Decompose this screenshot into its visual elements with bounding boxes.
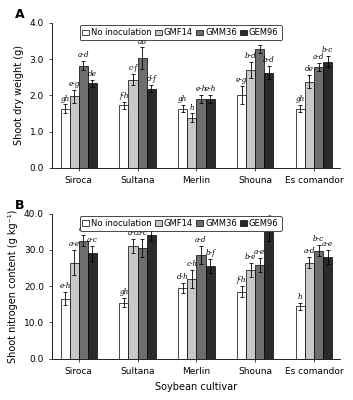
Text: h: h bbox=[190, 104, 194, 112]
Text: gh: gh bbox=[178, 95, 187, 103]
Text: a-c: a-c bbox=[87, 236, 98, 244]
Text: h: h bbox=[298, 293, 303, 301]
Text: c-f: c-f bbox=[128, 64, 138, 72]
Text: a-e: a-e bbox=[69, 240, 80, 248]
Text: gh: gh bbox=[119, 288, 128, 296]
Text: B: B bbox=[15, 199, 24, 212]
Bar bbox=[205, 99, 215, 168]
Y-axis label: Shoot dry weight (g): Shoot dry weight (g) bbox=[14, 45, 24, 145]
Y-axis label: Shoot nitrogen content (g kg⁻¹): Shoot nitrogen content (g kg⁻¹) bbox=[8, 210, 18, 363]
Text: a-c: a-c bbox=[137, 229, 148, 237]
Bar bbox=[196, 99, 205, 168]
Text: a: a bbox=[267, 213, 271, 221]
Text: gh: gh bbox=[296, 95, 305, 103]
Bar bbox=[323, 257, 332, 359]
Text: b-c: b-c bbox=[313, 235, 324, 243]
Text: b-e: b-e bbox=[245, 253, 256, 261]
Text: ab: ab bbox=[79, 226, 88, 234]
Text: gh: gh bbox=[60, 94, 70, 102]
Text: a: a bbox=[258, 35, 262, 43]
Bar bbox=[79, 241, 88, 359]
Text: ab: ab bbox=[138, 38, 146, 46]
Bar bbox=[128, 80, 138, 168]
Bar bbox=[61, 109, 70, 168]
Bar bbox=[178, 109, 187, 168]
Bar bbox=[128, 246, 138, 359]
Bar bbox=[61, 299, 70, 359]
Bar bbox=[187, 118, 196, 168]
Text: e-g: e-g bbox=[236, 76, 247, 84]
Text: d-h: d-h bbox=[177, 273, 189, 281]
Bar bbox=[305, 262, 314, 359]
Text: b-c: b-c bbox=[322, 46, 333, 54]
Bar bbox=[255, 265, 264, 359]
Text: e-g: e-g bbox=[68, 80, 80, 88]
Bar bbox=[119, 302, 128, 359]
Text: c-h: c-h bbox=[186, 260, 197, 268]
Bar bbox=[305, 82, 314, 168]
Text: f-h: f-h bbox=[237, 276, 246, 284]
Bar bbox=[237, 292, 246, 359]
Bar bbox=[264, 73, 274, 168]
Text: ab: ab bbox=[147, 220, 156, 228]
Bar bbox=[237, 95, 246, 168]
Bar bbox=[147, 89, 156, 168]
Text: de: de bbox=[88, 70, 97, 78]
Bar bbox=[138, 58, 147, 168]
Text: a-e: a-e bbox=[254, 248, 265, 256]
Bar bbox=[314, 67, 323, 168]
Bar bbox=[70, 262, 79, 359]
Bar bbox=[296, 109, 305, 168]
Text: a-e: a-e bbox=[322, 240, 333, 248]
Text: a-d: a-d bbox=[313, 53, 324, 61]
Bar bbox=[119, 105, 128, 168]
Bar bbox=[138, 248, 147, 359]
Bar bbox=[255, 49, 264, 168]
Bar bbox=[264, 232, 274, 359]
Text: a-d: a-d bbox=[195, 236, 207, 244]
Text: a-c: a-c bbox=[128, 229, 138, 237]
Bar bbox=[246, 270, 255, 359]
Text: e-h: e-h bbox=[204, 85, 216, 93]
Text: b-d: b-d bbox=[263, 56, 275, 64]
Legend: No inoculation, GMF14, GMM36, GEM96: No inoculation, GMF14, GMM36, GEM96 bbox=[79, 216, 282, 231]
Text: a-d: a-d bbox=[78, 51, 89, 59]
Bar bbox=[323, 62, 332, 168]
Bar bbox=[79, 66, 88, 168]
Text: d-f: d-f bbox=[146, 75, 156, 83]
Text: A: A bbox=[15, 8, 24, 21]
Text: e-h: e-h bbox=[59, 282, 71, 290]
Text: de: de bbox=[305, 65, 314, 73]
Bar bbox=[314, 250, 323, 359]
Bar bbox=[88, 83, 97, 168]
Text: f-h: f-h bbox=[119, 92, 129, 100]
Bar bbox=[70, 96, 79, 168]
Text: e-h: e-h bbox=[195, 85, 207, 93]
Bar bbox=[187, 279, 196, 359]
Text: a-d: a-d bbox=[304, 247, 315, 255]
Bar bbox=[88, 254, 97, 359]
Bar bbox=[147, 235, 156, 359]
Bar bbox=[296, 306, 305, 359]
Legend: No inoculation, GMF14, GMM36, GEM96: No inoculation, GMF14, GMM36, GEM96 bbox=[79, 26, 282, 40]
Bar bbox=[246, 70, 255, 168]
Bar bbox=[196, 255, 205, 359]
X-axis label: Soybean cultivar: Soybean cultivar bbox=[155, 382, 238, 392]
Text: b-d: b-d bbox=[245, 52, 257, 60]
Bar bbox=[178, 288, 187, 359]
Bar bbox=[205, 266, 215, 359]
Text: b-f: b-f bbox=[205, 249, 215, 257]
